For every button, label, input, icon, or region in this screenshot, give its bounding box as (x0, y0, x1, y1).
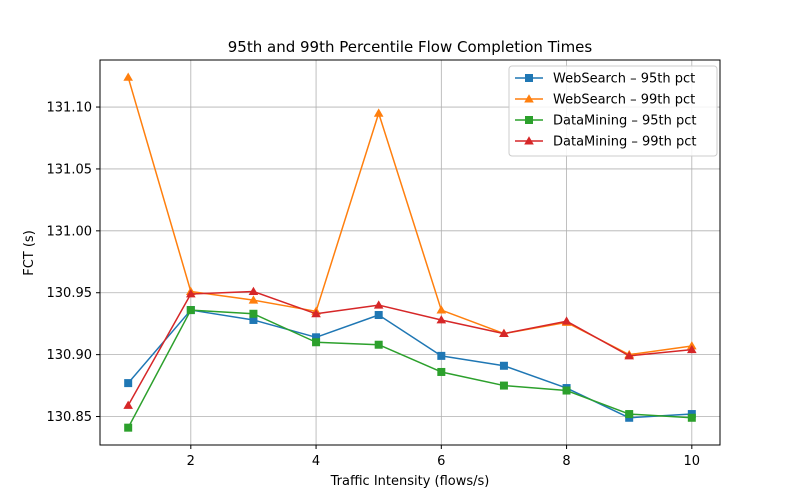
data-point (625, 410, 634, 419)
data-point (186, 289, 196, 298)
data-point (436, 315, 447, 324)
tick-labels: 2 4 6 8 10 130.85 130.90 130.95 131.00 131.05 131.… (47, 101, 701, 469)
series-line (127, 290, 692, 406)
x-tick-label: 2 (187, 454, 195, 469)
data-point (374, 340, 383, 349)
chart-title: 95th and 99th Percentile Flow Completion… (228, 38, 593, 56)
data-point (312, 338, 321, 347)
data-point (248, 286, 259, 295)
legend-label: WebSearch – 99th pct (553, 93, 695, 108)
y-tick-label: 130.95 (47, 286, 93, 301)
data-point (437, 367, 446, 376)
y-tick-label: 130.90 (47, 348, 93, 363)
series-4 (123, 286, 697, 409)
y-tick-label: 131.05 (47, 162, 93, 177)
data-point (562, 386, 571, 395)
data-point (124, 379, 133, 388)
data-point (373, 300, 384, 309)
series-lines (123, 72, 697, 432)
legend: WebSearch – 95th pct WebSearch – 99th pct… (508, 65, 718, 157)
data-point (499, 361, 508, 370)
y-axis-label: FCT (s) (22, 230, 37, 276)
data-point (249, 309, 258, 318)
data-point (687, 344, 697, 354)
y-tick-label: 130.85 (47, 410, 93, 425)
data-point (248, 295, 259, 304)
data-point (123, 72, 133, 81)
x-tick-label: 8 (562, 454, 570, 469)
data-point (561, 316, 572, 325)
data-point (499, 381, 508, 390)
data-point (123, 400, 133, 409)
plot-frame (99, 59, 721, 446)
legend-label: DataMining – 99th pct (553, 135, 696, 150)
legend-item: WebSearch – 99th pct (515, 93, 695, 108)
y-tick-label: 131.10 (47, 101, 93, 116)
data-point (437, 351, 446, 360)
series-3 (124, 306, 696, 432)
legend-marker (524, 136, 534, 145)
x-tick-label: 10 (684, 454, 701, 469)
data-point (124, 423, 133, 432)
legend-marker (525, 116, 533, 124)
legend-marker (525, 74, 533, 82)
data-point (624, 351, 634, 360)
data-point (312, 333, 321, 342)
x-tick-label: 6 (437, 454, 445, 469)
data-point (436, 305, 447, 314)
axes (99, 59, 721, 446)
data-point (687, 413, 696, 422)
legend-label: DataMining – 95th pct (553, 114, 696, 129)
x-axis-label: Traffic Intensity (flows/s) (330, 474, 490, 489)
legend-item: DataMining – 99th pct (515, 135, 696, 150)
data-point (373, 108, 384, 117)
data-point (499, 328, 509, 338)
series-line (127, 309, 692, 429)
legend-marker (524, 94, 534, 103)
y-tick-label: 131.00 (47, 224, 93, 239)
data-point (249, 315, 258, 324)
data-point (311, 308, 321, 318)
legend-item: WebSearch – 95th pct (515, 72, 695, 87)
legend-label: WebSearch – 95th pct (553, 72, 695, 87)
x-tick-label: 4 (312, 454, 320, 469)
data-point (374, 311, 383, 320)
data-point (186, 306, 195, 315)
legend-item: DataMining – 95th pct (515, 114, 696, 129)
legend-box (508, 65, 718, 157)
